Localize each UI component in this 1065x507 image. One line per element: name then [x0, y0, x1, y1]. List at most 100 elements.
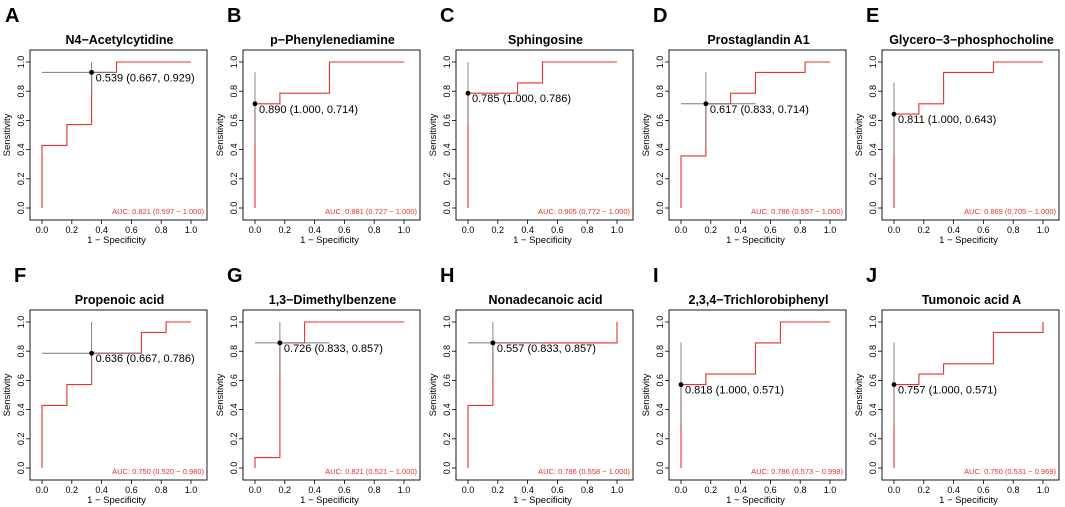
y-tick-label: 0.2	[16, 433, 26, 446]
y-tick-label: 0.0	[16, 462, 26, 475]
x-tick-label: 1.0	[185, 485, 198, 495]
threshold-point	[490, 340, 496, 346]
x-tick-label: 0.4	[521, 485, 534, 495]
threshold-annotation: 0.811 (1.000, 0.643)	[898, 114, 996, 126]
y-axis-label: Sensitivity	[428, 373, 439, 416]
threshold-point	[891, 111, 897, 117]
chart-title: Prostaglandin A1	[707, 33, 809, 47]
plot-frame	[242, 309, 421, 481]
threshold-annotation: 0.726 (0.833, 0.857)	[284, 343, 383, 355]
x-tick-label: 1.0	[398, 485, 411, 495]
x-tick-label: 0.6	[125, 485, 138, 495]
roc-curve	[41, 61, 191, 208]
roc-panel-j: J Tumonoic acid A 0.0 0.2 0.4 0.6 0.8 1.0 0.0 0.2…	[854, 265, 1060, 506]
auc-label: AUC: 0.750 (0.520 − 0.980)	[112, 467, 204, 476]
roc-panel-b: Bp−Phenylenediamine 0.0 0.2 0.4 0.6 0.8 1.0 0.0…	[215, 5, 421, 246]
x-tick-label: 0.2	[492, 485, 505, 495]
y-tick-label: 0.4	[655, 143, 665, 156]
threshold-annotation: 0.757 (1.000, 0.571)	[898, 385, 997, 397]
x-tick-label: 0.0	[36, 225, 49, 235]
y-tick-label: 0.2	[16, 173, 26, 186]
roc-panel-d: D Prostaglandin A1 0.0 0.2 0.4 0.6 0.8 1.0 0.0 0.…	[641, 5, 847, 246]
x-tick-label: 1.0	[611, 225, 624, 235]
chart-title: N4−Acetylcytidine	[65, 33, 173, 47]
x-axis-label: 1 − Specificity	[726, 235, 785, 246]
chart-title: Nonadecanoic acid	[489, 293, 603, 307]
x-tick-label: 0.4	[308, 485, 321, 495]
x-axis-label: 1 − Specificity	[87, 235, 146, 246]
x-tick-label: 0.2	[705, 225, 718, 235]
x-tick-label: 1.0	[611, 485, 624, 495]
x-axis-label: 1 − Specificity	[87, 495, 146, 506]
y-tick-label: 0.0	[229, 462, 239, 475]
y-tick-label: 0.8	[655, 85, 665, 98]
y-tick-label: 1.0	[655, 56, 665, 69]
y-tick-label: 0.4	[868, 143, 878, 156]
x-tick-label: 0.2	[66, 485, 79, 495]
x-tick-label: 1.0	[1037, 225, 1050, 235]
y-tick-label: 0.4	[868, 403, 878, 416]
x-tick-label: 0.0	[249, 225, 262, 235]
x-tick-label: 0.2	[918, 225, 931, 235]
y-axis-label: Sensitivity	[215, 373, 226, 416]
plot-frame	[668, 49, 847, 221]
plot-frame	[668, 309, 847, 481]
y-tick-label: 0.8	[442, 345, 452, 358]
y-tick-label: 1.0	[442, 316, 452, 329]
roc-curve	[680, 321, 830, 468]
plot-frame	[455, 309, 634, 481]
y-tick-label: 1.0	[655, 316, 665, 329]
panel-letter: E	[866, 5, 879, 27]
y-tick-label: 1.0	[229, 56, 239, 69]
roc-curve	[467, 61, 617, 208]
y-tick-label: 0.6	[16, 374, 26, 387]
x-tick-label: 0.6	[551, 225, 564, 235]
panel-letter: J	[866, 265, 877, 287]
y-tick-label: 0.6	[16, 114, 26, 127]
y-tick-label: 1.0	[16, 56, 26, 69]
x-tick-label: 0.4	[308, 225, 321, 235]
roc-curve	[41, 321, 191, 468]
x-tick-label: 0.0	[249, 485, 262, 495]
x-tick-label: 0.8	[368, 225, 381, 235]
y-tick-label: 0.8	[229, 85, 239, 98]
y-tick-label: 0.8	[16, 85, 26, 98]
x-tick-label: 0.2	[492, 225, 505, 235]
x-tick-label: 0.6	[977, 485, 990, 495]
y-tick-label: 1.0	[442, 56, 452, 69]
y-tick-label: 0.0	[16, 202, 26, 215]
threshold-point	[89, 350, 95, 356]
y-tick-label: 0.4	[442, 403, 452, 416]
y-tick-label: 0.0	[655, 462, 665, 475]
threshold-annotation: 0.890 (1.000, 0.714)	[259, 104, 358, 116]
x-tick-label: 0.2	[66, 225, 79, 235]
threshold-point	[465, 90, 471, 96]
y-tick-label: 0.0	[442, 462, 452, 475]
y-tick-label: 0.0	[868, 202, 878, 215]
x-tick-label: 0.2	[279, 485, 292, 495]
y-tick-label: 0.6	[229, 114, 239, 127]
y-tick-label: 0.4	[16, 143, 26, 156]
x-tick-label: 0.8	[581, 225, 594, 235]
x-tick-label: 0.6	[764, 225, 777, 235]
x-tick-label: 0.2	[918, 485, 931, 495]
x-tick-label: 0.8	[1007, 485, 1020, 495]
threshold-point	[277, 340, 283, 346]
x-tick-label: 0.4	[734, 225, 747, 235]
roc-panel-g: G 1,3−Dimethylbenzene 0.0 0.2 0.4 0.6 0.8 1.0 0.…	[215, 265, 421, 506]
x-tick-label: 0.4	[947, 225, 960, 235]
auc-label: AUC: 0.786 (0.558 − 1.000)	[538, 467, 630, 476]
panel-letter: H	[440, 265, 454, 287]
y-tick-label: 0.4	[229, 143, 239, 156]
y-tick-label: 0.6	[442, 374, 452, 387]
threshold-annotation: 0.617 (0.833, 0.714)	[710, 104, 809, 116]
x-tick-label: 0.6	[551, 485, 564, 495]
plot-frame	[881, 309, 1060, 481]
panel-letter: B	[227, 5, 241, 27]
y-tick-label: 0.0	[229, 202, 239, 215]
x-tick-label: 0.0	[888, 225, 901, 235]
auc-label: AUC: 0.869 (0.705 − 1.000)	[964, 207, 1056, 216]
x-tick-label: 0.8	[794, 225, 807, 235]
auc-label: AUC: 0.786 (0.557 − 1.000)	[751, 207, 843, 216]
threshold-point	[89, 69, 95, 75]
